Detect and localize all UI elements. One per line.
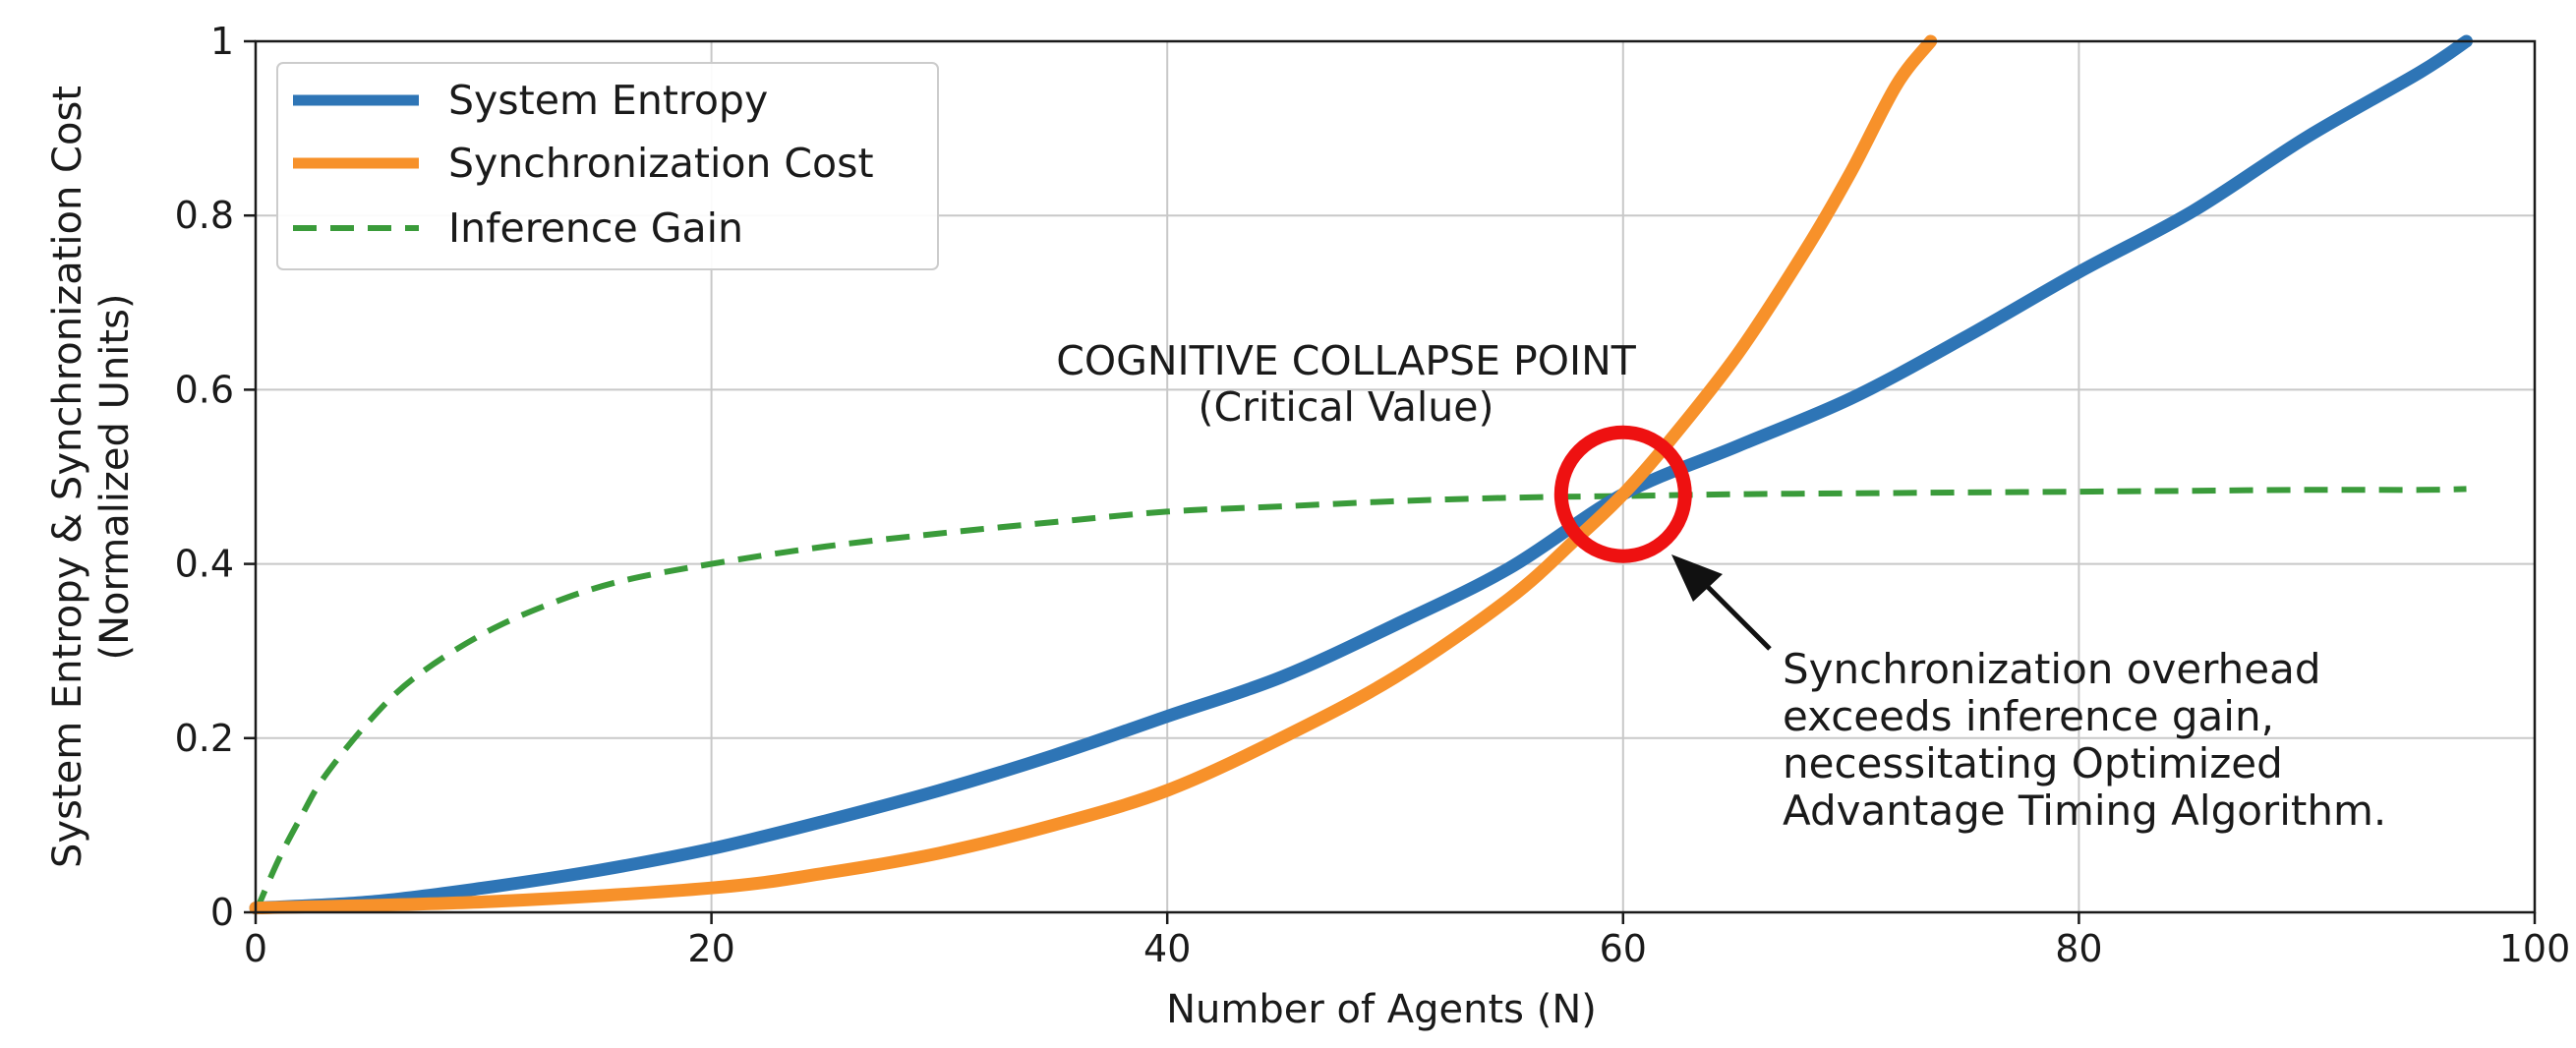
y-tick-label: 0 [210, 891, 234, 934]
y-tick-label: 0.6 [175, 368, 234, 411]
annotation-arrow [1699, 578, 1772, 651]
annotation-note-line-4: Advantage Timing Algorithm. [1783, 786, 2386, 835]
legend-label-system-entropy: System Entropy [448, 77, 768, 124]
series-line-synchronization-cost [249, 34, 1938, 915]
plot-frame [254, 39, 2537, 914]
collapse-point-title: COGNITIVE COLLAPSE POINT [1056, 337, 1637, 384]
y-tick-label: 1 [210, 20, 234, 63]
annotation-note-line-2: exceeds inference gain, [1783, 692, 2274, 740]
y-tick-label: 0.8 [175, 194, 234, 237]
series-line-inference-gain [253, 486, 2467, 914]
x-tick-label: 40 [1143, 927, 1191, 970]
annotation-note-line-1: Synchronization overhead [1783, 645, 2321, 693]
x-tick-label: 60 [1600, 927, 1647, 970]
collapse-point-subtitle: (Critical Value) [1198, 383, 1493, 431]
x-axis-label: Number of Agents (N) [1166, 987, 1597, 1032]
legend-label-inference-gain: Inference Gain [448, 204, 743, 252]
collapse-point-marker [1553, 425, 1692, 563]
plot-area [249, 34, 2473, 915]
y-tick-label: 0.4 [175, 543, 234, 586]
y-tick-label: 0.2 [175, 717, 234, 760]
annotation-note-line-3: necessitating Optimized [1783, 739, 2283, 787]
legend-label-synchronization-cost: Synchronization Cost [448, 140, 874, 187]
x-tick-label: 0 [244, 927, 267, 970]
x-tick-label: 100 [2499, 927, 2571, 970]
y-axis-label-units: (Normalized Units) [92, 293, 138, 660]
axis-ticks: 0 20 40 60 80 100 0 0.2 0.4 0.6 0.8 1 [175, 20, 2571, 970]
legend-box [276, 62, 939, 270]
x-tick-label: 20 [687, 927, 734, 970]
series-line-system-entropy [249, 34, 2473, 915]
y-axis-label: System Entropy & Synchronization Cost [45, 86, 90, 868]
annotation-arrowhead [1671, 554, 1723, 602]
x-tick-label: 80 [2055, 927, 2102, 970]
legend: System Entropy Synchronization Cost Infe… [276, 62, 939, 270]
